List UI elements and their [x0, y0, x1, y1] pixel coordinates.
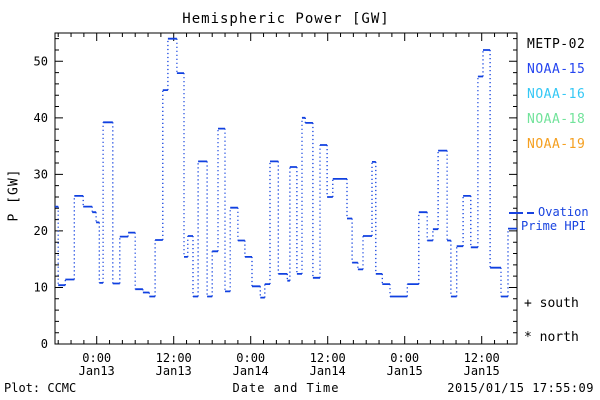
plot-timestamp: 2015/01/15 17:55:09: [447, 381, 594, 395]
satellite-legend: METP-02 NOAA-15 NOAA-16 NOAA-18 NOAA-19: [527, 37, 586, 164]
svg-text:0:00: 0:00: [236, 351, 265, 365]
legend-item-metp-02: METP-02: [527, 37, 586, 52]
series-legend-label-line1: Ovation: [538, 205, 589, 219]
svg-text:12:00: 12:00: [310, 351, 346, 365]
svg-text:12:00: 12:00: [156, 351, 192, 365]
svg-text:Jan15: Jan15: [387, 364, 423, 378]
svg-text:Jan14: Jan14: [310, 364, 346, 378]
legend-item-noaa-15: NOAA-15: [527, 62, 586, 77]
legend-item-noaa-16: NOAA-16: [527, 87, 586, 102]
data-step-line: [55, 37, 517, 299]
svg-text:20: 20: [34, 224, 48, 238]
svg-text:0:00: 0:00: [82, 351, 111, 365]
svg-text:Jan13: Jan13: [156, 364, 192, 378]
axis-ticks: [55, 33, 517, 345]
series-legend-ovation: Ovation Prime HPI: [509, 205, 589, 233]
south-marker-legend: + south: [524, 296, 579, 311]
legend-dash-icon: [509, 211, 523, 214]
y-tick-labels: 0 10 20 30 40 50: [34, 54, 48, 351]
plot-box: [54, 32, 518, 345]
chart-title: Hemispheric Power [GW]: [182, 11, 390, 27]
legend-item-noaa-19: NOAA-19: [527, 137, 586, 152]
svg-text:Jan14: Jan14: [233, 364, 269, 378]
svg-text:30: 30: [34, 167, 48, 181]
series-legend-label-line2: Prime HPI: [521, 219, 587, 233]
x-tick-labels: 0:00Jan1312:00Jan130:00Jan1412:00Jan140:…: [79, 351, 500, 378]
x-axis-label: Date and Time: [232, 381, 340, 395]
legend-dash-icon: [527, 211, 534, 214]
north-marker-legend: * north: [524, 330, 579, 345]
svg-text:Jan13: Jan13: [79, 364, 115, 378]
svg-text:10: 10: [34, 280, 48, 294]
svg-text:12:00: 12:00: [464, 351, 500, 365]
svg-text:Jan15: Jan15: [464, 364, 500, 378]
svg-text:40: 40: [34, 111, 48, 125]
svg-text:0: 0: [41, 337, 48, 351]
legend-item-noaa-18: NOAA-18: [527, 112, 586, 127]
svg-text:0:00: 0:00: [390, 351, 419, 365]
svg-text:50: 50: [34, 54, 48, 68]
plot-credit: Plot: CCMC: [4, 381, 77, 395]
